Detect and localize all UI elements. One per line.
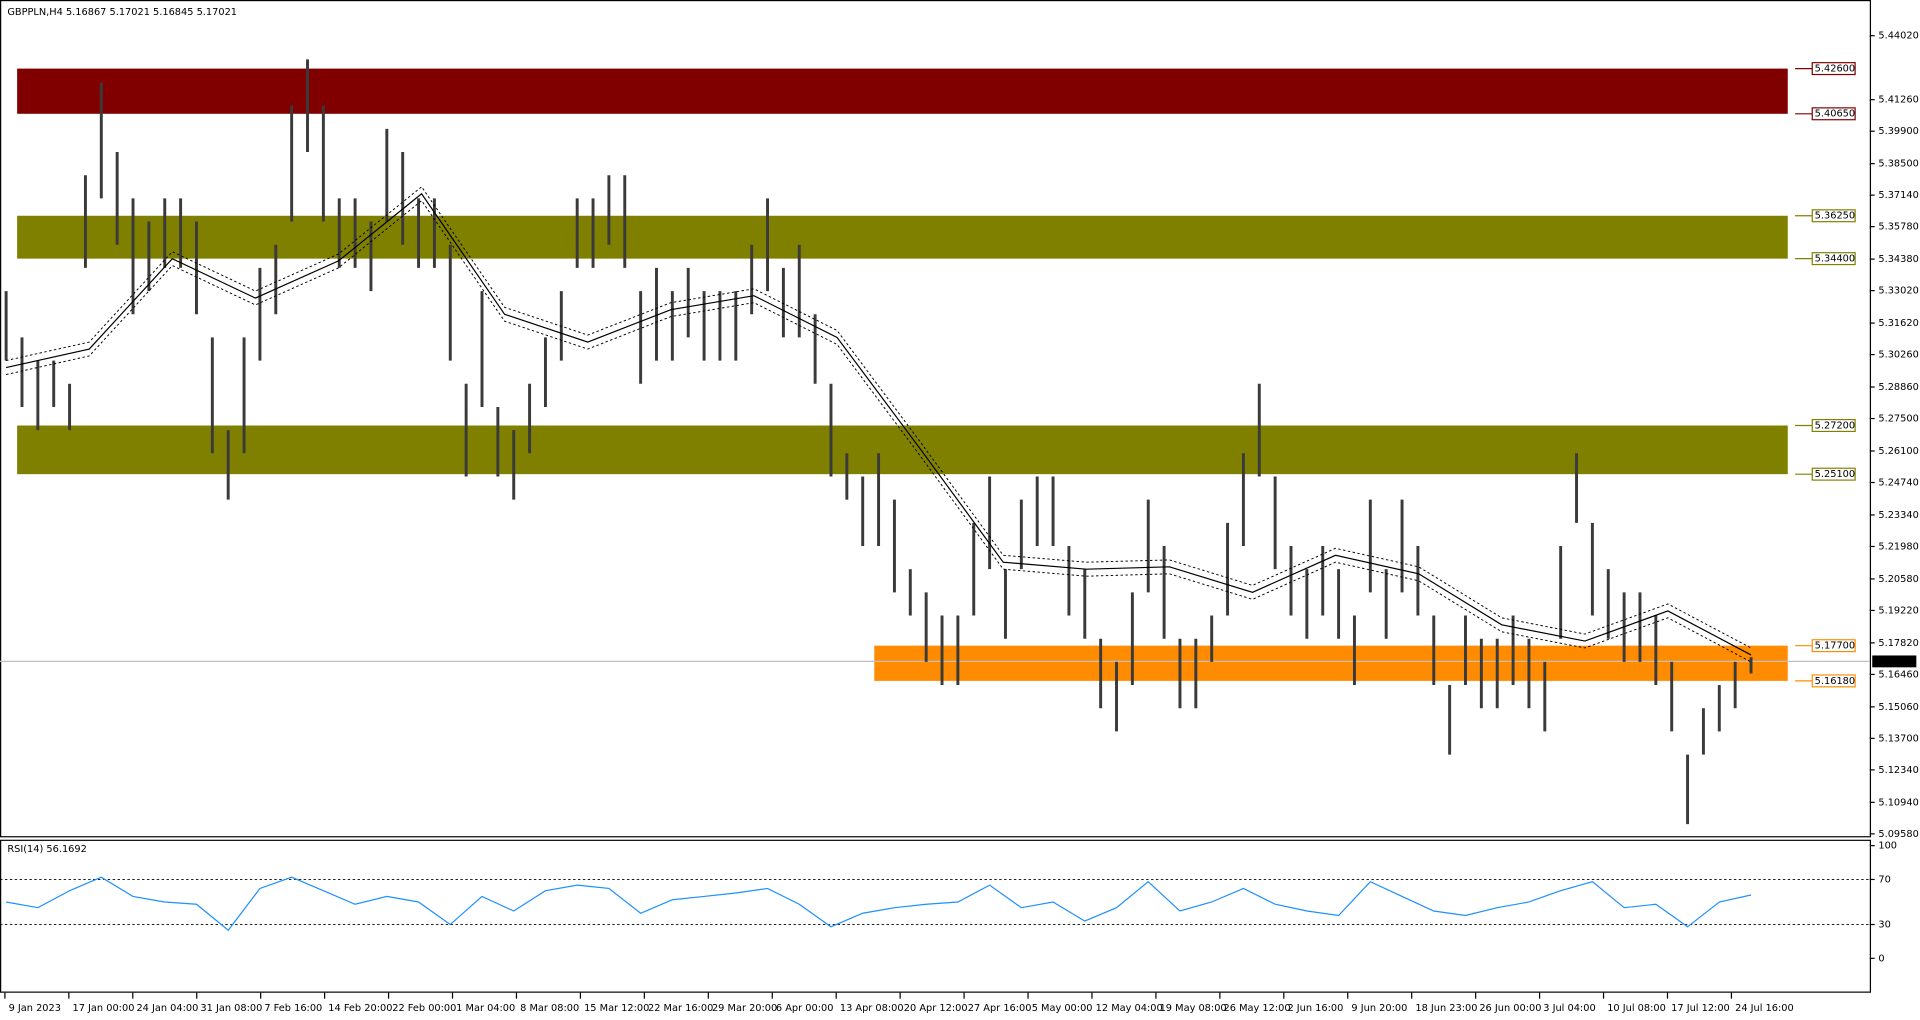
zone-label: 5.27200 [1815, 421, 1855, 432]
y-tick-label: 5.19220 [1878, 606, 1918, 617]
y-tick-label: 5.17820 [1878, 638, 1918, 649]
x-tick-label: 3 Jul 04:00 [1543, 1003, 1595, 1014]
y-tick-label: 5.39900 [1878, 126, 1918, 137]
zone-label-box [1811, 107, 1856, 121]
y-tick-label: 5.13700 [1878, 733, 1918, 744]
y-tick-label: 5.38500 [1878, 159, 1918, 170]
x-tick-label: 14 Feb 20:00 [328, 1003, 392, 1014]
x-tick-label: 22 Feb 00:00 [392, 1003, 456, 1014]
x-tick-label: 17 Jul 12:00 [1671, 1003, 1730, 1014]
y-tick-label: 5.23340 [1878, 510, 1918, 521]
x-tick-label: 6 Apr 00:00 [776, 1003, 834, 1014]
y-tick-label: 5.31620 [1878, 318, 1918, 329]
x-tick-label: 15 Mar 12:00 [584, 1003, 649, 1014]
x-tick-label: 9 Jun 20:00 [1351, 1003, 1407, 1014]
x-tick-label: 8 Mar 08:00 [520, 1003, 579, 1014]
zone-label: 5.42600 [1815, 64, 1855, 75]
zone [874, 645, 1788, 681]
x-tick-label: 1 Mar 04:00 [456, 1003, 515, 1014]
rsi-frame [0, 839, 1872, 993]
zone-label-box [1811, 209, 1856, 223]
x-tick-label: 17 Jan 00:00 [73, 1003, 135, 1014]
zone-label-box [1811, 639, 1856, 653]
rsi-title: RSI(14) 56.1692 [7, 844, 87, 855]
y-tick-label: 5.41260 [1878, 95, 1918, 106]
zone [17, 68, 1788, 114]
x-tick-label: 12 May 04:00 [1096, 1003, 1163, 1014]
rsi-tick-label: 0 [1878, 953, 1884, 964]
zone-label: 5.17700 [1815, 641, 1855, 652]
y-tick-label: 5.27500 [1878, 414, 1918, 425]
x-tick-label: 9 Jan 2023 [9, 1003, 61, 1014]
zone-label-box [1811, 252, 1856, 266]
rsi-tick-label: 30 [1878, 920, 1890, 931]
ma-upper-line [6, 186, 1752, 649]
x-tick-label: 27 Apr 16:00 [968, 1003, 1032, 1014]
y-tick-label: 5.33020 [1878, 286, 1918, 297]
y-tick-label: 5.10940 [1878, 797, 1918, 808]
y-tick-label: 5.35780 [1878, 222, 1918, 233]
y-tick-label: 5.21980 [1878, 542, 1918, 553]
zone-label: 5.36250 [1815, 211, 1855, 222]
x-tick-label: 26 May 12:00 [1224, 1003, 1291, 1014]
x-tick-label: 31 Jan 08:00 [200, 1003, 262, 1014]
rsi-tick-label: 70 [1878, 875, 1890, 886]
y-tick-label: 5.26100 [1878, 446, 1918, 457]
y-tick-label: 5.24740 [1878, 478, 1918, 489]
x-tick-label: 24 Jul 16:00 [1735, 1003, 1794, 1014]
zone-label: 5.40650 [1815, 109, 1855, 120]
x-tick-label: 19 May 08:00 [1160, 1003, 1227, 1014]
y-tick-label: 5.44020 [1878, 31, 1918, 42]
zone [17, 425, 1788, 475]
x-tick-label: 22 Mar 16:00 [648, 1003, 713, 1014]
x-tick-label: 7 Feb 16:00 [264, 1003, 322, 1014]
zone-label-box [1811, 62, 1856, 76]
y-tick-label: 5.09580 [1878, 829, 1918, 840]
rsi-line [6, 876, 1752, 932]
zone-label: 5.16180 [1815, 676, 1855, 687]
x-tick-label: 13 Apr 08:00 [840, 1003, 904, 1014]
y-tick-label: 5.30260 [1878, 350, 1918, 361]
last-price-box [1872, 655, 1917, 668]
rsi-tick-label: 100 [1878, 841, 1897, 852]
x-tick-label: 26 Jun 00:00 [1479, 1003, 1541, 1014]
x-tick-label: 2 Jun 16:00 [1287, 1003, 1343, 1014]
x-tick-label: 29 Mar 20:00 [712, 1003, 777, 1014]
chart-title: GBPPLN,H4 5.16867 5.17021 5.16845 5.1702… [7, 7, 237, 18]
zone-label: 5.25100 [1815, 469, 1855, 480]
x-tick-label: 5 May 00:00 [1032, 1003, 1093, 1014]
y-tick-label: 5.34380 [1878, 254, 1918, 265]
zone-label: 5.34400 [1815, 254, 1855, 265]
y-tick-label: 5.12340 [1878, 765, 1918, 776]
zone-label-box [1811, 418, 1856, 433]
y-tick-label: 5.15060 [1878, 702, 1918, 713]
x-tick-label: 20 Apr 12:00 [904, 1003, 968, 1014]
last-price-label: 5.17021 [1876, 656, 1916, 667]
ma-line [5, 192, 1752, 656]
zone-label-box [1811, 674, 1856, 688]
x-tick-label: 10 Jul 08:00 [1607, 1003, 1666, 1014]
y-tick-label: 5.37140 [1878, 190, 1918, 201]
zone-label-box [1811, 467, 1856, 481]
y-tick-label: 5.16460 [1878, 669, 1918, 680]
x-tick-label: 24 Jan 04:00 [136, 1003, 198, 1014]
y-tick-label: 5.28860 [1878, 382, 1918, 393]
x-tick-label: 18 Jun 23:00 [1415, 1003, 1477, 1014]
ma-lower-line [6, 199, 1752, 663]
y-tick-label: 5.20580 [1878, 574, 1918, 585]
zone [17, 215, 1788, 259]
